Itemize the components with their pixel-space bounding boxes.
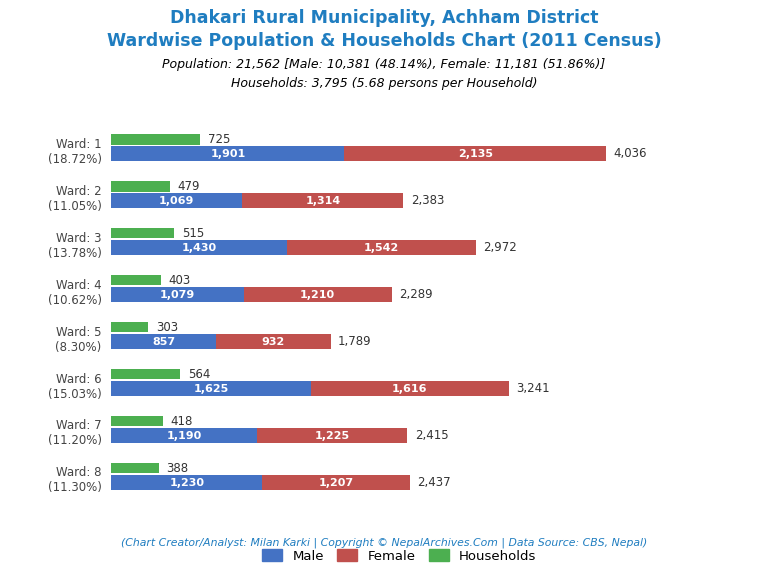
Text: Wardwise Population & Households Chart (2011 Census): Wardwise Population & Households Chart (… [107, 32, 661, 50]
Bar [111, 146, 344, 161]
Text: Dhakari Rural Municipality, Achham District: Dhakari Rural Municipality, Achham Distr… [170, 9, 598, 27]
Text: 1,207: 1,207 [319, 477, 353, 488]
Text: 2,383: 2,383 [411, 194, 444, 208]
Text: Households: 3,795 (5.68 persons per Household): Households: 3,795 (5.68 persons per Hous… [230, 77, 538, 89]
Bar [111, 181, 170, 191]
Bar [111, 228, 174, 238]
Text: 479: 479 [177, 180, 200, 193]
Bar [310, 381, 508, 396]
Bar [286, 240, 475, 255]
Bar [111, 334, 217, 349]
Text: 1,616: 1,616 [392, 384, 427, 394]
Bar [262, 475, 410, 490]
Text: 857: 857 [152, 337, 175, 347]
Text: 1,079: 1,079 [160, 290, 195, 300]
Text: 2,135: 2,135 [458, 149, 492, 159]
Text: 725: 725 [207, 133, 230, 146]
Bar [243, 287, 392, 302]
Bar [243, 193, 403, 208]
Text: 932: 932 [262, 337, 285, 347]
Text: 1,901: 1,901 [210, 149, 246, 159]
Text: 1,069: 1,069 [159, 196, 194, 206]
Text: 4,036: 4,036 [614, 147, 647, 161]
Legend: Male, Female, Households: Male, Female, Households [257, 544, 541, 568]
Text: 1,542: 1,542 [363, 243, 399, 253]
Text: 403: 403 [168, 274, 190, 287]
Bar [111, 463, 159, 473]
Text: 1,314: 1,314 [305, 196, 340, 206]
Text: 1,230: 1,230 [169, 477, 204, 488]
Text: 388: 388 [166, 462, 188, 474]
Bar [111, 275, 161, 285]
Text: 1,789: 1,789 [338, 335, 372, 348]
Bar [111, 428, 257, 443]
Bar [111, 134, 200, 144]
Text: 1,625: 1,625 [194, 384, 229, 394]
Bar [217, 334, 330, 349]
Bar [257, 428, 407, 443]
Text: 2,415: 2,415 [415, 429, 449, 442]
Text: 515: 515 [182, 227, 204, 240]
Text: 303: 303 [156, 321, 178, 333]
Text: 2,972: 2,972 [483, 241, 517, 255]
Text: 1,430: 1,430 [181, 243, 217, 253]
Text: Population: 21,562 [Male: 10,381 (48.14%), Female: 11,181 (51.86%)]: Population: 21,562 [Male: 10,381 (48.14%… [162, 58, 606, 71]
Bar [111, 322, 148, 332]
Text: 418: 418 [170, 415, 192, 427]
Bar [344, 146, 606, 161]
Text: 564: 564 [188, 368, 210, 380]
Text: 1,225: 1,225 [315, 431, 350, 441]
Text: 1,190: 1,190 [167, 431, 202, 441]
Text: 3,241: 3,241 [516, 382, 550, 395]
Bar [111, 416, 163, 426]
Text: (Chart Creator/Analyst: Milan Karki | Copyright © NepalArchives.Com | Data Sourc: (Chart Creator/Analyst: Milan Karki | Co… [121, 538, 647, 548]
Bar [111, 475, 262, 490]
Bar [111, 193, 243, 208]
Text: 1,210: 1,210 [300, 290, 336, 300]
Text: 2,289: 2,289 [399, 288, 433, 301]
Text: 2,437: 2,437 [417, 476, 451, 489]
Bar [111, 240, 286, 255]
Bar [111, 369, 180, 379]
Bar [111, 381, 310, 396]
Bar [111, 287, 243, 302]
